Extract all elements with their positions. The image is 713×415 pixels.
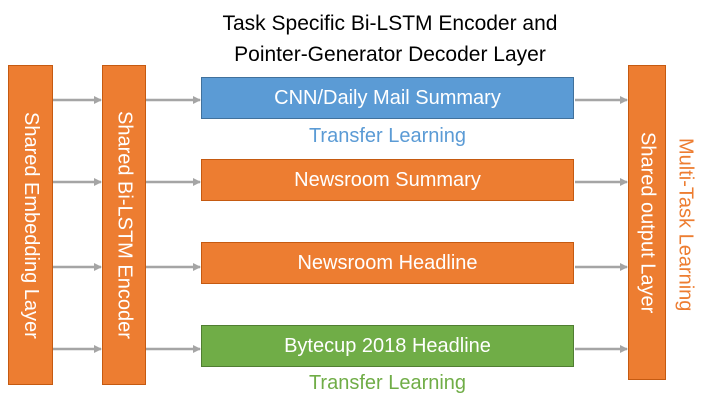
shared-output-layer: Shared output Layer xyxy=(628,65,666,380)
title-line-1: Task Specific Bi-LSTM Encoder and xyxy=(222,12,558,35)
task-box-newsroom-headline: Newsroom Headline xyxy=(201,242,574,284)
diagram-title: Task Specific Bi-LSTM Encoder and Pointe… xyxy=(170,8,610,70)
task-label: Newsroom Headline xyxy=(297,251,478,274)
task-box-newsroom-summary: Newsroom Summary xyxy=(201,159,574,201)
task-box-bytecup-headline: Bytecup 2018 Headline xyxy=(201,325,574,367)
shared-encoder-layer: Shared Bi-LSTM Encoder xyxy=(102,65,146,385)
shared-encoder-label: Shared Bi-LSTM Encoder xyxy=(113,111,136,339)
title-line-2: Pointer-Generator Decoder Layer xyxy=(234,43,546,66)
transfer-learning-label-bottom: Transfer Learning xyxy=(201,372,574,395)
task-label: CNN/Daily Mail Summary xyxy=(274,86,501,109)
task-box-cnn-daily-mail: CNN/Daily Mail Summary xyxy=(201,77,574,119)
shared-embedding-label: Shared Embedding Layer xyxy=(20,111,42,339)
shared-embedding-layer: Shared Embedding Layer xyxy=(8,65,53,385)
transfer-learning-label-top: Transfer Learning xyxy=(201,125,574,148)
task-label: Bytecup 2018 Headline xyxy=(284,334,491,357)
multi-task-learning-text: Multi-Task Learning xyxy=(674,138,697,312)
shared-output-label: Shared output Layer xyxy=(636,131,659,314)
multi-task-learning-label: Multi-Task Learning xyxy=(668,120,702,330)
task-label: Newsroom Summary xyxy=(294,168,481,191)
transfer-learning-text: Transfer Learning xyxy=(308,372,467,394)
transfer-learning-text: Transfer Learning xyxy=(308,125,467,147)
